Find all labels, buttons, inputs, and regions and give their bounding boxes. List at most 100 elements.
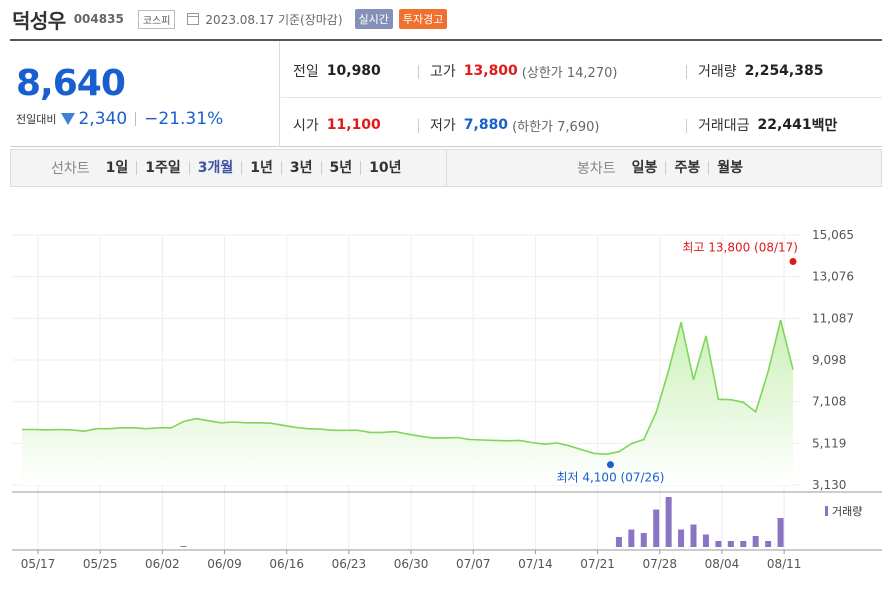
- divider: [418, 65, 419, 79]
- change-label: 전일대비: [16, 113, 57, 126]
- candle-daily[interactable]: 일봉: [631, 160, 658, 176]
- divider: [418, 119, 419, 133]
- volume-value: 2,254,385: [744, 63, 824, 79]
- high-label: 고가: [430, 64, 456, 80]
- stock-name: 덕성우: [12, 8, 66, 33]
- x-tick-label: 05/25: [83, 557, 118, 571]
- x-tick-label: 07/14: [518, 557, 553, 571]
- x-tick-label: 06/30: [394, 557, 429, 571]
- change-row: 전일대비 2,340 −21.31%: [16, 109, 223, 129]
- x-tick-label: 08/11: [767, 557, 802, 571]
- price-chart: 15,065 13,076 11,087 9,098 7,108 5,119 3,130 05…: [12, 228, 882, 571]
- line-chart-label: 선차트: [51, 161, 90, 177]
- price-line: [22, 319, 794, 456]
- x-tick-label: 05/17: [21, 557, 56, 571]
- min-label: 최저 4,100 (07/26): [556, 471, 664, 485]
- y-tick-label: 11,087: [812, 311, 854, 325]
- divider: [135, 112, 137, 126]
- base-date: 2023.08.17 기준(장마감): [205, 12, 343, 27]
- x-tick-label: 06/16: [269, 557, 304, 571]
- period-bar: 선차트 1일 1주일 3개월 1년 3년 5년 10년 봉차트 일봉 주봉 월봉: [10, 149, 882, 187]
- low-value: 7,880: [463, 117, 509, 133]
- down-arrow-icon: [61, 113, 76, 125]
- prev-close-label: 전일: [293, 64, 319, 80]
- period-1w[interactable]: 1주일: [136, 161, 189, 175]
- line-chart-periods: 선차트 1일 1주일 3개월 1년 3년 5년 10년: [11, 150, 447, 186]
- volume-bar: [653, 509, 660, 547]
- market-badge: 코스피: [137, 9, 176, 29]
- high-cell: 고가 13,800 (상한가 14,270): [430, 61, 617, 81]
- y-tick-label: 13,076: [812, 270, 854, 284]
- divider: [686, 65, 687, 79]
- low-label: 저가: [430, 118, 456, 134]
- change-percent: −21.31%: [144, 109, 224, 129]
- volume-bar: [715, 541, 722, 547]
- stock-header: 덕성우 004835 코스피 2023.08.17 기준(장마감) 실시간 투자…: [12, 4, 448, 34]
- divider: [686, 119, 687, 133]
- period-3m[interactable]: 3개월: [188, 161, 242, 175]
- volume-bar: [740, 541, 747, 547]
- period-5y[interactable]: 5년: [320, 161, 361, 175]
- volume-bar: [702, 534, 709, 547]
- volume-bar: [765, 541, 772, 547]
- open-cell: 시가 11,100: [293, 115, 381, 135]
- period-1y[interactable]: 1년: [241, 161, 281, 175]
- plot-frame: [12, 230, 870, 550]
- volume-bar: [727, 541, 734, 547]
- price-area: [22, 320, 793, 485]
- current-price-box: 8,640 전일대비 2,340 −21.31%: [10, 41, 280, 147]
- open-value: 11,100: [326, 117, 381, 133]
- period-1d[interactable]: 1일: [105, 160, 129, 176]
- max-label: 최고 13,800 (08/17): [682, 240, 798, 254]
- amount-unit: 백만: [811, 118, 838, 134]
- prev-close-value: 10,980: [326, 63, 381, 79]
- volume-cell: 거래량 2,254,385: [698, 61, 823, 81]
- calendar-icon: [187, 13, 200, 25]
- realtime-button[interactable]: 실시간: [354, 9, 393, 29]
- amount-value: 22,441: [757, 117, 812, 133]
- volume-label: 거래량: [698, 64, 737, 80]
- period-10y[interactable]: 10년: [360, 161, 409, 175]
- price-summary: 8,640 전일대비 2,340 −21.31% 전일 10,980 고가 13…: [10, 39, 882, 147]
- investment-warning-badge: 투자경고: [398, 9, 448, 29]
- y-tick-label: 5,119: [812, 436, 846, 450]
- amount-label: 거래대금: [698, 118, 750, 134]
- volume-legend-swatch: [825, 506, 828, 516]
- volume-legend-label: 거래량: [832, 505, 862, 518]
- y-tick-label: 7,108: [812, 395, 846, 409]
- candle-chart-periods: 봉차트 일봉 주봉 월봉: [447, 150, 881, 186]
- x-tick-label: 07/21: [580, 557, 615, 571]
- period-3y[interactable]: 3년: [280, 161, 321, 175]
- row-divider: [281, 97, 882, 98]
- candle-weekly[interactable]: 주봉: [665, 161, 708, 175]
- min-marker: [606, 461, 614, 469]
- x-tick-label: 06/23: [332, 557, 367, 571]
- lower-limit: (하한가 7,690): [512, 119, 600, 135]
- volume-bar: [180, 546, 187, 547]
- open-label: 시가: [293, 118, 319, 134]
- volume-bar: [665, 497, 672, 547]
- low-cell: 저가 7,880 (하한가 7,690): [430, 115, 599, 135]
- volume-bar: [628, 529, 635, 547]
- y-tick-label: 15,065: [812, 228, 854, 242]
- candle-monthly[interactable]: 월봉: [708, 161, 751, 175]
- stock-code: 004835: [73, 12, 124, 26]
- volume-bar: [752, 536, 759, 547]
- change-value: 2,340: [78, 109, 128, 129]
- volume-bar: [678, 529, 685, 547]
- y-tick-label: 3,130: [812, 478, 846, 492]
- amount-cell: 거래대금 22,441 백만: [698, 115, 837, 135]
- upper-limit: (상한가 14,270): [521, 65, 618, 81]
- high-value: 13,800: [463, 63, 518, 79]
- y-tick-label: 9,098: [812, 353, 846, 367]
- volume-bar: [777, 518, 784, 547]
- max-marker: [789, 257, 797, 265]
- x-tick-label: 07/07: [456, 557, 491, 571]
- candle-chart-label: 봉차트: [577, 161, 616, 177]
- volume-bar: [615, 537, 622, 547]
- x-tick-label: 06/02: [145, 557, 180, 571]
- x-tick-label: 07/28: [642, 557, 677, 571]
- prev-close-cell: 전일 10,980: [293, 61, 381, 81]
- x-tick-label: 06/09: [207, 557, 242, 571]
- current-price: 8,640: [16, 63, 126, 104]
